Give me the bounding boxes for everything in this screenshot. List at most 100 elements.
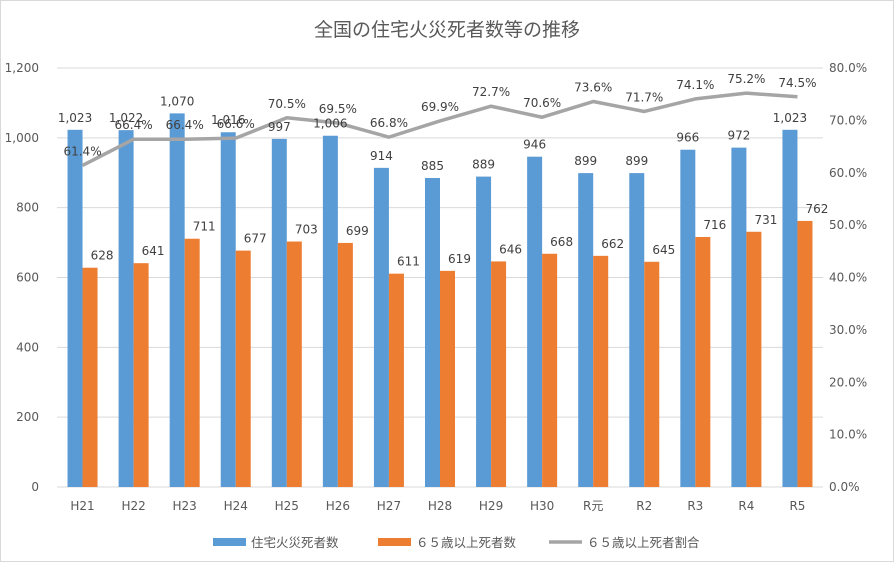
bar-deaths-label: 1,070 (160, 94, 194, 108)
bar-deaths-label: 899 (574, 154, 597, 168)
y2-tick-label: 20.0% (829, 375, 867, 389)
bar-deaths (425, 177, 440, 488)
y2-tick-label: 80.0% (829, 61, 867, 75)
y2-tick-label: 10.0% (829, 428, 867, 442)
bar-elderly-deaths (286, 241, 302, 487)
ratio-line-label: 66.6% (217, 117, 255, 131)
legend-swatch-bar (378, 538, 411, 546)
bar-deaths-label: 899 (625, 154, 648, 168)
bar-deaths (220, 132, 236, 487)
bar-deaths-label: 1,022 (109, 111, 143, 125)
x-tick-label: R4 (738, 499, 754, 513)
y-tick-label: 0 (31, 480, 39, 494)
y-tick-label: 400 (16, 340, 39, 354)
bar-elderly-deaths (235, 250, 251, 487)
x-tick-label: H22 (121, 499, 145, 513)
legend-swatch-bar (213, 538, 246, 546)
x-tick-label: H29 (479, 499, 503, 513)
bar-elderly-deaths-label: 646 (499, 242, 522, 256)
ratio-line-label: 66.4% (166, 118, 204, 132)
bar-elderly-deaths (133, 263, 149, 487)
legend-label: ６５歳以上死者数 (416, 535, 517, 550)
bar-elderly-deaths-label: 611 (397, 255, 420, 269)
bar-elderly-deaths-label: 716 (703, 218, 726, 232)
bar-deaths-label: 1,023 (773, 111, 807, 125)
y2-tick-label: 60.0% (829, 166, 867, 180)
bar-deaths-label: 966 (676, 131, 699, 145)
bar-elderly-deaths (440, 270, 455, 487)
ratio-line-label: 70.5% (268, 97, 306, 111)
y2-tick-label: 30.0% (829, 323, 867, 337)
bar-deaths (169, 113, 185, 488)
bar-elderly-deaths (184, 238, 200, 487)
bar-elderly-deaths (746, 231, 762, 487)
ratio-line-label: 74.5% (778, 76, 816, 90)
y2-tick-label: 40.0% (829, 271, 867, 285)
bar-elderly-deaths-label: 703 (295, 223, 318, 237)
y-tick-label: 600 (16, 271, 39, 285)
bar-deaths-label: 972 (727, 129, 750, 143)
bar-deaths-label: 885 (421, 159, 444, 173)
ratio-line-label: 75.2% (727, 72, 765, 86)
bar-deaths (476, 176, 492, 488)
bar-deaths (271, 138, 287, 487)
bar-elderly-deaths-label: 677 (244, 232, 267, 246)
bar-elderly-deaths-label: 762 (806, 202, 829, 216)
bar-elderly-deaths-label: 731 (754, 213, 777, 227)
legend-label: ６５歳以上死者割合 (587, 535, 700, 550)
x-tick-label: H30 (530, 499, 554, 513)
bar-elderly-deaths-label: 711 (193, 220, 216, 234)
ratio-line-label: 73.6% (574, 81, 612, 95)
bar-deaths (527, 156, 543, 487)
bar-deaths (67, 129, 83, 488)
bar-deaths (373, 167, 389, 487)
bar-elderly-deaths (797, 220, 813, 487)
bar-deaths-label: 997 (268, 120, 291, 134)
x-tick-label: H23 (173, 499, 197, 513)
bar-elderly-deaths-label: 699 (346, 224, 369, 238)
y-tick-label: 800 (16, 201, 39, 215)
y-tick-label: 1,000 (5, 131, 39, 145)
y2-tick-label: 0.0% (829, 480, 860, 494)
bar-elderly-deaths (542, 253, 558, 487)
bar-elderly-deaths-label: 641 (142, 244, 165, 258)
x-tick-label: R5 (789, 499, 805, 513)
y-tick-label: 1,200 (5, 61, 39, 75)
x-tick-label: R2 (636, 499, 652, 513)
x-tick-label: H28 (428, 499, 452, 513)
ratio-line-label: 61.4% (63, 144, 101, 158)
bar-elderly-deaths (695, 236, 711, 487)
bar-elderly-deaths (644, 261, 660, 487)
ratio-line (81, 91, 798, 167)
ratio-line-label: 69.9% (421, 100, 459, 114)
bar-deaths-label: 1,023 (58, 111, 92, 125)
bar-elderly-deaths (388, 273, 404, 487)
ratio-line-label: 71.7% (625, 90, 663, 104)
chart-title: 全国の住宅火災死者数等の推移 (313, 19, 580, 41)
bar-deaths-label: 914 (370, 149, 393, 163)
bar-elderly-deaths (593, 255, 609, 487)
ratio-line-label: 66.8% (370, 116, 408, 130)
bar-deaths (629, 173, 645, 487)
ratio-line-label: 70.6% (523, 96, 561, 110)
bar-deaths (578, 173, 594, 487)
bar-elderly-deaths-label: 662 (601, 237, 624, 251)
bar-elderly-deaths-label: 645 (652, 243, 675, 257)
bar-elderly-deaths-label: 619 (448, 252, 471, 266)
bar-elderly-deaths (82, 267, 98, 487)
bar-deaths-label: 946 (523, 138, 546, 152)
y2-tick-label: 70.0% (829, 113, 867, 127)
bar-elderly-deaths-label: 668 (550, 235, 573, 249)
bar-elderly-deaths-label: 628 (91, 249, 114, 263)
ratio-line-label: 69.5% (319, 102, 357, 116)
bar-deaths-label: 1,016 (211, 113, 245, 127)
x-tick-label: H26 (326, 499, 350, 513)
x-tick-label: R元 (583, 499, 603, 513)
bar-deaths (782, 129, 798, 488)
x-tick-label: H24 (224, 499, 248, 513)
x-tick-label: H21 (70, 499, 94, 513)
y2-tick-label: 50.0% (829, 218, 867, 232)
bar-deaths-label: 1,006 (313, 117, 347, 131)
